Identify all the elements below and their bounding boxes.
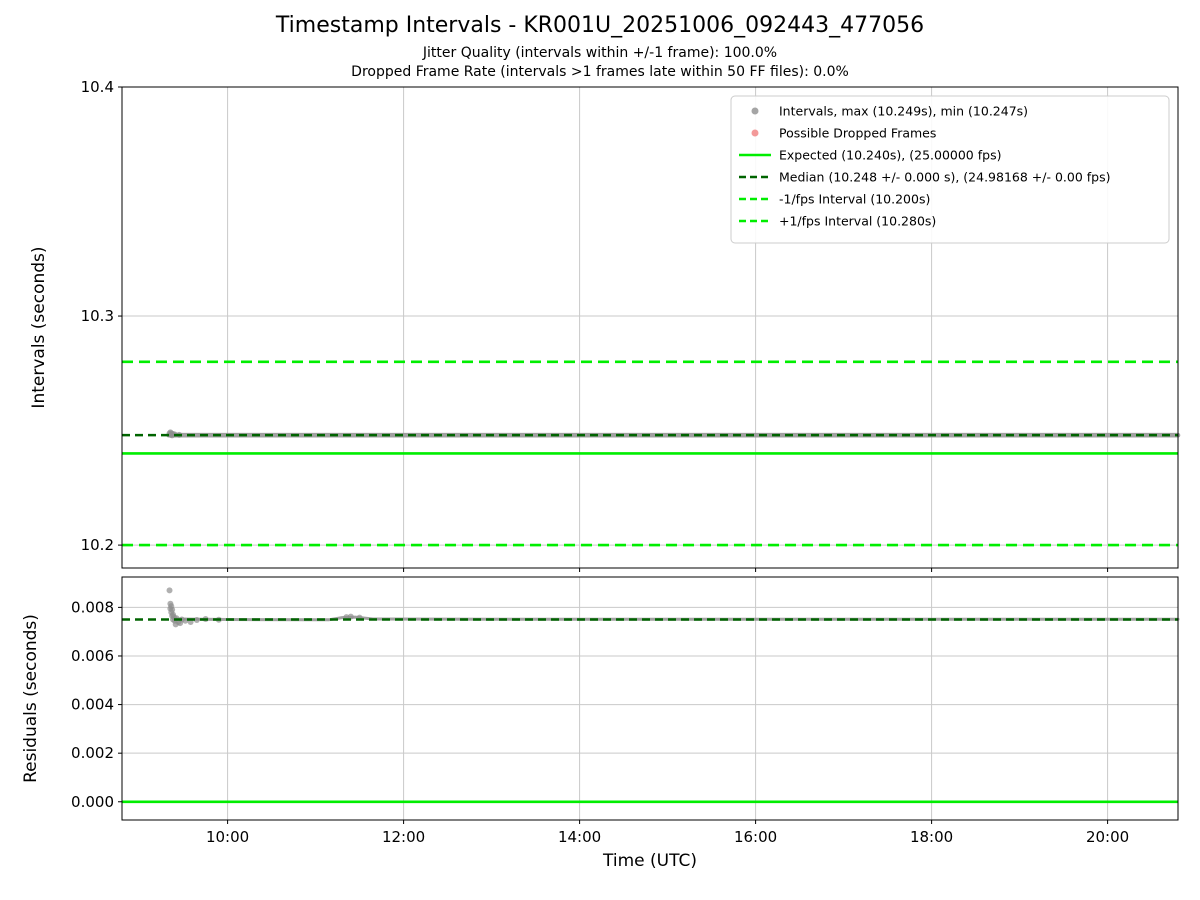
y-tick-label: 0.008 xyxy=(71,598,114,616)
y-tick-label: 10.4 xyxy=(81,78,114,96)
intervals-plot-scatter-points xyxy=(166,429,183,439)
intervals-plot-y-axis-label: Intervals (seconds) xyxy=(29,246,49,408)
legend-marker-dot xyxy=(751,129,759,137)
dropped-frame-rate-subtitle: Dropped Frame Rate (intervals >1 frames … xyxy=(351,64,849,80)
x-tick-label: 20:00 xyxy=(1086,828,1129,846)
residuals-plot-ticks: 0.000 0.002 0.004 0.006 0.008 10:00 12:00 14:00… xyxy=(71,598,1129,846)
intervals-plot-ticks: 10.2 10.3 10.4 xyxy=(81,78,1109,572)
residuals-plot: 0.000 0.002 0.004 0.006 0.008 10:00 12:00 14:00… xyxy=(21,576,1180,846)
y-tick-label: 0.000 xyxy=(71,793,114,811)
legend: Intervals, max (10.249s), min (10.247s) P… xyxy=(730,95,1170,244)
intervals-plot: 10.2 10.3 10.4 Intervals (seconds) Intervals… xyxy=(29,78,1181,572)
residuals-plot-grid xyxy=(122,577,1178,820)
y-tick-label: 0.004 xyxy=(71,696,114,714)
y-tick-label: 10.2 xyxy=(81,536,114,554)
legend-marker-dot xyxy=(751,107,759,115)
x-axis-label: Time (UTC) xyxy=(602,851,697,871)
x-tick-label: 12:00 xyxy=(382,828,425,846)
y-tick-label: 0.002 xyxy=(71,744,114,762)
residuals-plot-intervals-band xyxy=(173,615,1180,622)
intervals-plot-border xyxy=(121,86,1179,569)
x-tick-label: 18:00 xyxy=(910,828,953,846)
residuals-plot-y-axis-label: Residuals (seconds) xyxy=(21,614,41,783)
x-tick-label: 16:00 xyxy=(734,828,777,846)
legend-box xyxy=(730,95,1170,244)
chart-title: Timestamp Intervals - KR001U_20251006_09… xyxy=(275,13,925,38)
residuals-plot-border xyxy=(121,576,1179,821)
y-tick-label: 0.006 xyxy=(71,647,114,665)
legend-label: Expected (10.240s), (25.00000 fps) xyxy=(779,148,1001,163)
jitter-quality-subtitle: Jitter Quality (intervals within +/-1 fr… xyxy=(422,45,778,61)
legend-label: -1/fps Interval (10.200s) xyxy=(779,192,930,207)
legend-label: Possible Dropped Frames xyxy=(779,126,936,141)
x-tick-label: 14:00 xyxy=(558,828,601,846)
legend-label: Intervals, max (10.249s), min (10.247s) xyxy=(779,104,1028,119)
legend-label: +1/fps Interval (10.280s) xyxy=(779,214,936,229)
y-tick-label: 10.3 xyxy=(81,307,114,325)
x-tick-label: 10:00 xyxy=(206,828,249,846)
legend-label: Median (10.248 +/- 0.000 s), (24.98168 +… xyxy=(779,170,1110,185)
